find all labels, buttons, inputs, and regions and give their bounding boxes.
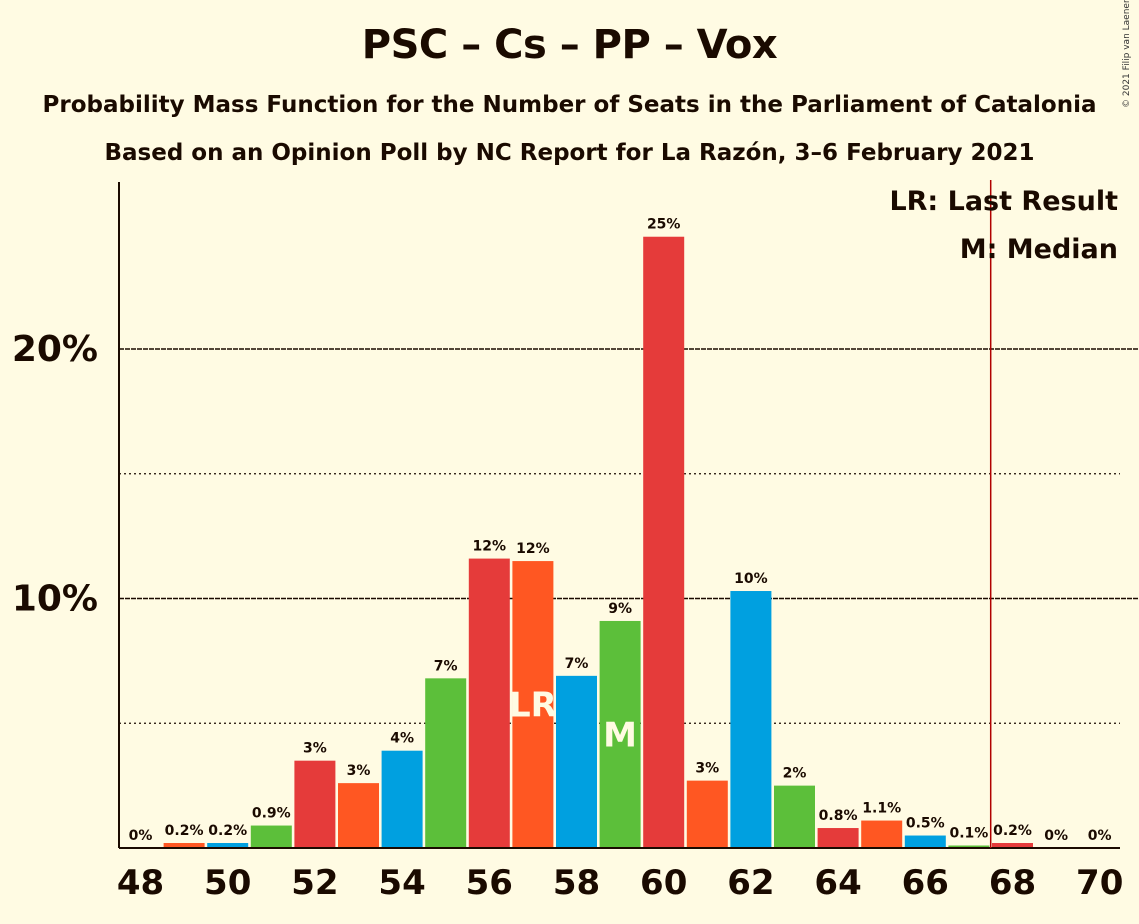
bar-seat-58 bbox=[556, 675, 597, 848]
x-tick-label: 48 bbox=[117, 863, 164, 903]
legend-last-result: LR: Last Result bbox=[889, 186, 1118, 217]
bar-value-label: 7% bbox=[565, 656, 589, 672]
bar-value-label: 0% bbox=[1044, 828, 1068, 844]
x-tick-label: 52 bbox=[291, 863, 338, 903]
bar-seat-66 bbox=[904, 835, 946, 848]
bar-value-label: 0.5% bbox=[906, 816, 945, 832]
x-tick-label: 58 bbox=[553, 863, 600, 903]
bar-value-label: 0.2% bbox=[208, 823, 247, 839]
bar-seat-67 bbox=[948, 845, 990, 848]
median-marker: M bbox=[603, 715, 637, 755]
chart-subtitle-source: Based on an Opinion Poll by NC Report fo… bbox=[104, 140, 1035, 166]
bar-value-label: 3% bbox=[347, 763, 371, 779]
x-tick-label: 56 bbox=[466, 863, 513, 903]
bar-seat-49 bbox=[163, 843, 205, 848]
y-tick-label: 20% bbox=[12, 329, 98, 370]
last-result-marker: LR bbox=[509, 686, 557, 726]
x-tick-label: 70 bbox=[1076, 863, 1123, 903]
bar-value-label: 3% bbox=[303, 741, 327, 757]
x-tick-label: 60 bbox=[640, 863, 687, 903]
x-tick-label: 62 bbox=[727, 863, 774, 903]
bar-value-label: 4% bbox=[390, 731, 414, 747]
bar-seat-65 bbox=[861, 820, 903, 848]
bar-value-label: 3% bbox=[695, 761, 719, 777]
bar-value-label: 0% bbox=[1088, 828, 1112, 844]
bar-value-label: 25% bbox=[647, 217, 681, 233]
bar-value-label: 12% bbox=[516, 541, 550, 557]
bar-seat-57 bbox=[512, 561, 554, 848]
bar-value-label: 0.9% bbox=[252, 806, 291, 822]
bar-seat-56 bbox=[468, 558, 510, 848]
x-tick-label: 68 bbox=[989, 863, 1036, 903]
bar-value-label: 0.2% bbox=[165, 823, 204, 839]
bar-value-label: 0.8% bbox=[819, 808, 858, 824]
bar-seat-62 bbox=[730, 591, 772, 848]
bar-seat-55 bbox=[425, 678, 467, 848]
chart-subtitle: Probability Mass Function for the Number… bbox=[42, 92, 1097, 118]
bar-seat-52 bbox=[294, 760, 336, 848]
bar-seat-64 bbox=[817, 828, 859, 848]
bar-value-label: 10% bbox=[734, 571, 768, 587]
bar-seat-51 bbox=[250, 825, 292, 848]
x-tick-label: 50 bbox=[204, 863, 251, 903]
bar-value-label: 0.1% bbox=[949, 826, 988, 842]
x-tick-label: 64 bbox=[814, 863, 861, 903]
bar-seat-54 bbox=[381, 750, 423, 848]
bar-seat-68 bbox=[992, 843, 1033, 848]
bar-value-label: 9% bbox=[608, 601, 632, 617]
bar-value-label: 0% bbox=[129, 828, 153, 844]
bar-seat-63 bbox=[774, 785, 815, 848]
bar-seat-50 bbox=[207, 843, 249, 848]
x-tick-label: 66 bbox=[902, 863, 949, 903]
bar-value-label: 2% bbox=[783, 766, 807, 782]
chart-title: PSC – Cs – PP – Vox bbox=[361, 22, 778, 68]
legend-median: M: Median bbox=[960, 234, 1118, 265]
bar-value-label: 12% bbox=[473, 539, 507, 555]
bar-value-label: 0.2% bbox=[993, 823, 1032, 839]
bar-seat-61 bbox=[686, 780, 728, 848]
bar-seat-59 bbox=[599, 620, 641, 848]
bar-value-label: 1.1% bbox=[862, 801, 901, 817]
bar-seat-53 bbox=[338, 783, 379, 848]
x-tick-label: 54 bbox=[378, 863, 425, 903]
bar-value-label: 7% bbox=[434, 658, 458, 674]
y-tick-label: 10% bbox=[12, 579, 98, 620]
bar-seat-60 bbox=[643, 236, 685, 849]
